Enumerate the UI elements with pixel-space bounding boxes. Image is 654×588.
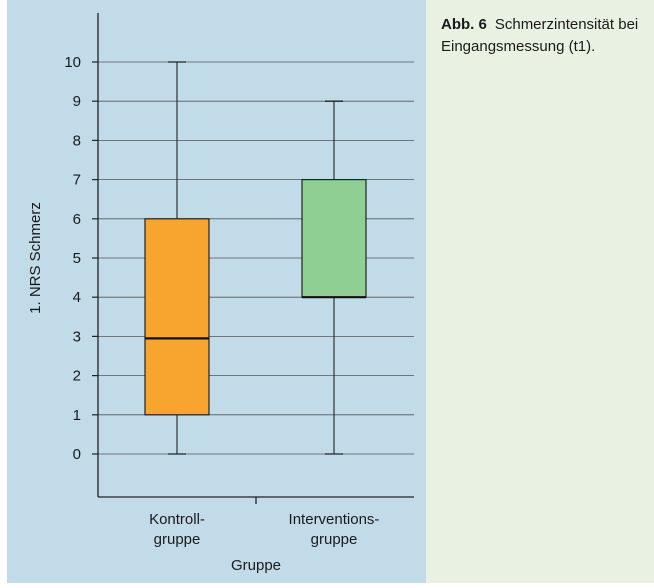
- boxes: [144, 61, 367, 455]
- y-tick-label-10: 10: [64, 54, 81, 71]
- box-rect-0: [144, 218, 210, 416]
- x-axis-title: Gruppe: [231, 557, 281, 574]
- figure-caption: Abb. 6 Schmerzintensität bei Eingangsmess…: [441, 14, 641, 58]
- x-tick-label-kontroll-line2: gruppe: [154, 531, 201, 548]
- caption-label: Abb. 6: [441, 16, 487, 33]
- y-tick-label-8: 8: [73, 132, 81, 149]
- x-tick-label-intervention-line2: gruppe: [311, 531, 358, 548]
- y-tick-label-1: 1: [73, 407, 81, 424]
- y-axis-title: 1. NRS Schmerz: [27, 202, 44, 314]
- caption-panel: Abb. 6 Schmerzintensität bei Eingangsmess…: [426, 0, 654, 583]
- box-rect-1: [301, 179, 367, 298]
- y-tick-label-3: 3: [73, 328, 81, 345]
- boxplot-chart: 0 1 2 3 4 5 6 7 8 9 10 Kontroll- gruppe Interventi…: [27, 13, 414, 574]
- y-tick-label-7: 7: [73, 172, 81, 189]
- y-tick-label-5: 5: [73, 250, 81, 267]
- y-tick-labels: 0 1 2 3 4 5 6 7 8 9 10: [64, 54, 98, 463]
- box-group-0: [144, 61, 210, 455]
- y-tick-label-2: 2: [73, 368, 81, 385]
- x-tick-label-intervention-line1: Interventions-: [289, 511, 380, 528]
- box-group-1: [301, 100, 367, 455]
- y-tick-label-4: 4: [73, 289, 81, 306]
- y-tick-label-0: 0: [73, 446, 81, 463]
- chart-panel: 0 1 2 3 4 5 6 7 8 9 10 Kontroll- gruppe Interventi…: [7, 0, 426, 583]
- caption-text: Schmerzintensität bei Eingangsmessung (t…: [441, 16, 639, 55]
- y-tick-label-6: 6: [73, 211, 81, 228]
- x-tick-label-kontroll-line1: Kontroll-: [149, 511, 205, 528]
- y-tick-label-9: 9: [73, 93, 81, 110]
